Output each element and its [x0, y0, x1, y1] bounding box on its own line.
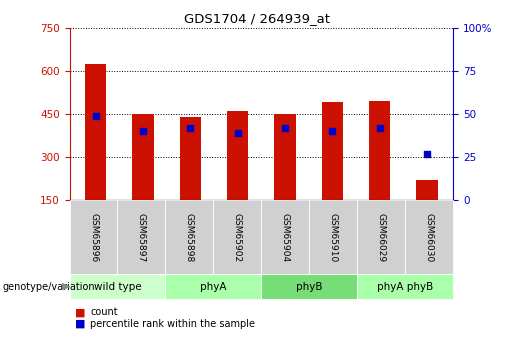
Bar	[322, 102, 343, 200]
Text: wild type: wild type	[94, 282, 141, 292]
Point	[328, 128, 336, 134]
Text: phyA: phyA	[200, 282, 227, 292]
Bar	[132, 114, 153, 200]
Text: GDS1704 / 264939_at: GDS1704 / 264939_at	[184, 12, 331, 25]
Bar	[369, 101, 390, 200]
Text: GSM65904: GSM65904	[281, 213, 290, 262]
Text: phyA phyB: phyA phyB	[377, 282, 433, 292]
Text: GSM66030: GSM66030	[425, 213, 434, 262]
Bar	[227, 111, 248, 200]
Text: percentile rank within the sample: percentile rank within the sample	[90, 319, 255, 329]
Text: GSM65896: GSM65896	[89, 213, 98, 262]
Point	[234, 130, 242, 136]
Text: GSM65898: GSM65898	[185, 213, 194, 262]
Point	[375, 125, 384, 130]
Bar	[180, 117, 201, 200]
Text: GSM66029: GSM66029	[377, 213, 386, 262]
Bar	[417, 180, 438, 200]
Bar	[85, 63, 106, 200]
Text: GSM65902: GSM65902	[233, 213, 242, 262]
Point	[281, 125, 289, 130]
Point	[92, 113, 100, 118]
Text: ■: ■	[75, 307, 85, 317]
Text: GSM65910: GSM65910	[329, 213, 338, 262]
Text: phyB: phyB	[296, 282, 322, 292]
Text: GSM65897: GSM65897	[137, 213, 146, 262]
Text: ■: ■	[75, 319, 85, 329]
Text: count: count	[90, 307, 118, 317]
Point	[186, 125, 195, 130]
Point	[139, 128, 147, 134]
Bar	[274, 114, 296, 200]
Text: genotype/variation: genotype/variation	[3, 282, 95, 292]
Point	[423, 151, 431, 156]
